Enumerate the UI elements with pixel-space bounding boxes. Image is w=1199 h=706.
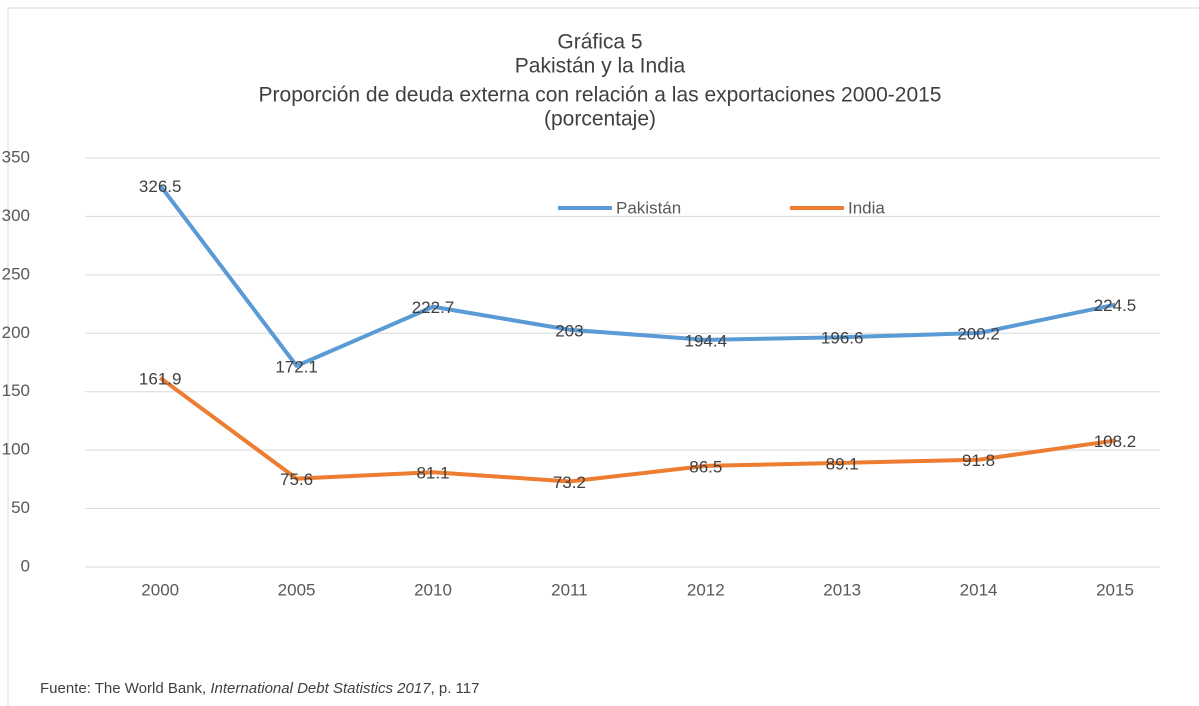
- y-tick-label: 200: [2, 323, 30, 342]
- data-label: 203: [555, 321, 583, 340]
- data-label: 222.7: [412, 298, 455, 317]
- data-label: 91.8: [962, 451, 995, 470]
- data-label: 73.2: [553, 473, 586, 492]
- y-tick-label: 0: [21, 556, 30, 575]
- x-tick-label: 2010: [414, 580, 452, 599]
- y-tick-label: 350: [2, 147, 30, 166]
- data-label: 326.5: [139, 177, 182, 196]
- data-label: 224.5: [1094, 296, 1137, 315]
- x-tick-label: 2014: [960, 580, 998, 599]
- y-tick-label: 300: [2, 206, 30, 225]
- x-tick-label: 2005: [278, 580, 316, 599]
- data-label: 75.6: [280, 470, 313, 489]
- y-tick-label: 250: [2, 264, 30, 283]
- x-tick-label: 2012: [687, 580, 725, 599]
- source-text: , p. 117: [430, 680, 480, 697]
- data-label: 194.4: [685, 331, 728, 350]
- data-label: 161.9: [139, 369, 182, 388]
- y-tick-label: 50: [11, 498, 30, 517]
- legend-label: India: [848, 198, 885, 217]
- data-label: 108.2: [1094, 432, 1137, 451]
- series-line: [158, 184, 1116, 368]
- source-title: International Debt Statistics 2017: [210, 680, 431, 697]
- chart-title: (porcentaje): [544, 108, 656, 131]
- x-tick-label: 2000: [141, 580, 179, 599]
- frame: [7, 7, 1199, 706]
- data-label: 200.2: [957, 325, 1000, 344]
- chart-title: Gráfica 5: [557, 31, 642, 54]
- data-label: 81.1: [416, 464, 449, 483]
- x-tick-label: 2015: [1096, 580, 1134, 599]
- chart-title: Pakistán y la India: [515, 55, 686, 78]
- series-line: [159, 376, 1116, 484]
- y-tick-label: 100: [2, 440, 30, 459]
- chart-title: Proporción de deuda externa con relación…: [259, 84, 942, 107]
- source: Fuente: The World Bank, International De…: [40, 680, 479, 697]
- data-label: 89.1: [826, 454, 859, 473]
- y-tick-label: 150: [2, 381, 30, 400]
- data-label: 172.1: [275, 357, 318, 376]
- data-label: 86.5: [689, 457, 722, 476]
- x-tick-label: 2013: [823, 580, 861, 599]
- x-tick-label: 2011: [551, 580, 588, 599]
- source-text: Fuente: The World Bank,: [40, 680, 207, 697]
- data-label: 196.6: [821, 329, 864, 348]
- legend-label: Pakistán: [616, 198, 681, 217]
